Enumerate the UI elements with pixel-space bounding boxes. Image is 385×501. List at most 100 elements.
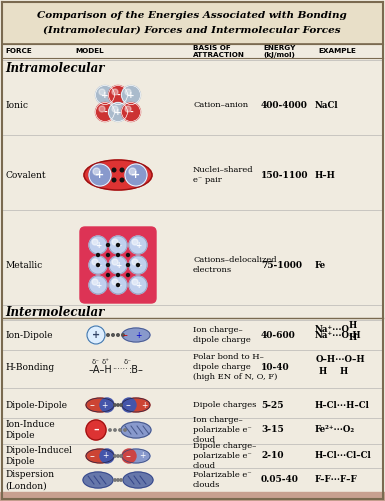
Text: H-Bonding: H-Bonding: [5, 363, 54, 372]
Circle shape: [92, 259, 98, 265]
Text: Dispersion
(London): Dispersion (London): [5, 470, 54, 490]
Text: Dipole charges: Dipole charges: [193, 401, 256, 409]
Text: –: –: [126, 400, 131, 410]
Circle shape: [114, 455, 116, 457]
Circle shape: [92, 279, 98, 285]
Circle shape: [107, 254, 109, 257]
Text: δ⁻: δ⁻: [124, 359, 132, 365]
Text: -: -: [116, 91, 120, 100]
Ellipse shape: [122, 398, 150, 412]
Text: +: +: [101, 91, 109, 100]
Text: –: –: [90, 400, 94, 410]
Text: 400-4000: 400-4000: [261, 101, 308, 110]
Text: Fe²⁺···O₂: Fe²⁺···O₂: [315, 425, 355, 434]
Circle shape: [112, 334, 114, 336]
Circle shape: [89, 256, 107, 274]
Ellipse shape: [122, 398, 136, 412]
Circle shape: [114, 429, 116, 431]
Circle shape: [122, 86, 141, 105]
Circle shape: [109, 86, 127, 105]
Circle shape: [112, 279, 118, 285]
Text: δ⁺: δ⁺: [102, 359, 110, 365]
Text: 5-25: 5-25: [261, 400, 283, 409]
Text: +: +: [135, 281, 141, 290]
Text: Covalent: Covalent: [5, 170, 46, 179]
Circle shape: [97, 264, 99, 267]
Circle shape: [122, 103, 141, 122]
Text: +: +: [115, 281, 121, 290]
Circle shape: [117, 243, 119, 246]
Text: +: +: [139, 451, 145, 460]
Text: +: +: [141, 400, 147, 409]
Text: H–Cl···Cl–Cl: H–Cl···Cl–Cl: [315, 451, 372, 460]
Circle shape: [127, 274, 129, 277]
Circle shape: [117, 254, 119, 257]
Text: Ion-Dipole: Ion-Dipole: [5, 331, 52, 340]
Text: Dipole-Dipole: Dipole-Dipole: [5, 400, 67, 409]
Text: Cation–anion: Cation–anion: [193, 101, 248, 109]
Text: Ionic: Ionic: [5, 101, 28, 110]
Text: ······: ······: [112, 366, 128, 375]
Text: -: -: [129, 108, 133, 117]
Text: –: –: [122, 330, 127, 340]
Circle shape: [120, 455, 122, 457]
Circle shape: [132, 239, 138, 245]
Text: 0.05-40: 0.05-40: [261, 475, 299, 484]
Ellipse shape: [83, 472, 113, 488]
Text: Cations–delocalized
electrons: Cations–delocalized electrons: [193, 256, 277, 274]
Ellipse shape: [122, 449, 136, 463]
Text: O–H···O–H: O–H···O–H: [316, 355, 366, 364]
Text: H: H: [319, 368, 327, 376]
Circle shape: [120, 404, 122, 406]
Circle shape: [95, 103, 114, 122]
Circle shape: [127, 264, 129, 267]
Circle shape: [117, 404, 119, 406]
Circle shape: [120, 479, 122, 481]
Circle shape: [122, 334, 124, 336]
Circle shape: [112, 168, 116, 172]
Text: 150-1100: 150-1100: [261, 170, 308, 179]
Text: :B–: :B–: [129, 365, 144, 375]
Circle shape: [112, 259, 118, 265]
Circle shape: [97, 254, 99, 257]
Circle shape: [129, 168, 136, 175]
Circle shape: [114, 479, 116, 481]
Text: +: +: [114, 108, 122, 117]
Circle shape: [107, 274, 109, 277]
Ellipse shape: [121, 422, 151, 438]
Circle shape: [112, 178, 116, 182]
Bar: [0, 492, 385, 501]
Text: H: H: [349, 321, 357, 330]
Circle shape: [117, 334, 119, 336]
Circle shape: [92, 239, 98, 245]
Circle shape: [86, 420, 106, 440]
Text: +: +: [135, 240, 141, 249]
Text: +: +: [95, 281, 101, 290]
Text: +: +: [95, 261, 101, 270]
Text: H: H: [349, 333, 357, 342]
Circle shape: [109, 276, 127, 294]
Circle shape: [127, 254, 129, 257]
Ellipse shape: [86, 449, 114, 463]
Circle shape: [107, 264, 109, 267]
Text: -: -: [103, 108, 107, 117]
Circle shape: [124, 429, 126, 431]
Text: ENERGY
(kJ/mol): ENERGY (kJ/mol): [263, 45, 295, 58]
Text: 10-40: 10-40: [261, 363, 290, 372]
Text: +: +: [115, 261, 121, 270]
Text: +: +: [101, 400, 107, 409]
Text: Fe: Fe: [315, 261, 326, 270]
Circle shape: [117, 274, 119, 277]
Text: Intramolecular: Intramolecular: [5, 62, 104, 75]
Text: H: H: [340, 368, 348, 376]
Bar: [2, 2, 383, 44]
Circle shape: [89, 276, 107, 294]
Circle shape: [89, 164, 111, 186]
Text: Dipole charge–
polarizable e⁻
cloud: Dipole charge– polarizable e⁻ cloud: [193, 442, 256, 470]
Text: –: –: [90, 451, 94, 461]
Text: +: +: [135, 331, 141, 340]
Circle shape: [117, 455, 119, 457]
Text: H–Cl···H–Cl: H–Cl···H–Cl: [315, 400, 370, 409]
Circle shape: [125, 164, 147, 186]
Text: Metallic: Metallic: [5, 261, 42, 270]
